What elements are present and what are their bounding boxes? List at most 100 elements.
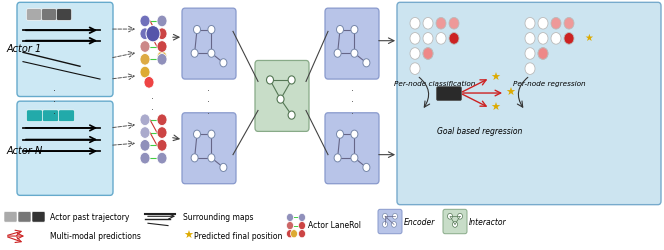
Circle shape [410,63,420,74]
Circle shape [157,127,167,138]
Circle shape [449,32,459,44]
Text: ·
·
·: · · · [54,86,56,119]
Circle shape [140,28,150,40]
Circle shape [193,26,201,34]
Circle shape [423,48,433,59]
Circle shape [291,230,297,238]
Circle shape [538,18,548,29]
FancyBboxPatch shape [325,113,379,184]
Circle shape [140,140,150,151]
Text: Encoder: Encoder [404,218,436,226]
Circle shape [288,111,295,119]
FancyBboxPatch shape [182,8,236,79]
Circle shape [363,59,370,67]
Text: ★: ★ [505,88,515,98]
FancyBboxPatch shape [32,212,45,222]
Circle shape [538,48,548,59]
Circle shape [220,59,227,67]
Circle shape [564,18,574,29]
Circle shape [382,213,388,219]
Text: ·
·
·: · · · [151,82,155,116]
Text: Multi-modal predictions: Multi-modal predictions [50,232,141,240]
Circle shape [525,63,535,74]
Text: ★: ★ [183,231,193,241]
Circle shape [452,222,457,227]
Circle shape [538,48,548,59]
Circle shape [363,163,370,172]
Circle shape [410,48,420,59]
Circle shape [392,213,398,219]
FancyBboxPatch shape [436,87,461,101]
Text: ·
·
·: · · · [351,86,353,119]
Circle shape [382,222,388,227]
Circle shape [157,28,167,40]
Circle shape [208,49,215,57]
Circle shape [286,222,293,230]
Circle shape [392,222,396,227]
Circle shape [193,130,201,138]
Circle shape [157,152,167,164]
Circle shape [410,18,420,29]
Circle shape [140,127,150,138]
Circle shape [337,130,343,138]
FancyBboxPatch shape [378,209,402,234]
Circle shape [410,32,420,44]
Text: Interactor: Interactor [469,218,507,226]
Text: ★: ★ [490,103,500,113]
Circle shape [208,154,215,162]
Text: ★: ★ [490,73,500,83]
Circle shape [157,54,167,65]
FancyBboxPatch shape [56,9,72,20]
Circle shape [436,18,446,29]
Circle shape [140,15,150,27]
Text: Actor N: Actor N [7,146,43,156]
FancyBboxPatch shape [58,110,74,122]
Circle shape [208,26,215,34]
Circle shape [286,230,293,238]
Circle shape [266,76,274,84]
Circle shape [449,18,459,29]
Text: ·
·
·: · · · [207,86,210,119]
FancyBboxPatch shape [443,209,467,234]
Circle shape [208,130,215,138]
FancyBboxPatch shape [325,8,379,79]
Circle shape [423,32,433,44]
Circle shape [140,41,150,52]
Circle shape [525,48,535,59]
Circle shape [334,154,341,162]
Circle shape [288,76,295,84]
Circle shape [436,32,446,44]
FancyBboxPatch shape [42,110,58,122]
Circle shape [525,32,535,44]
Circle shape [299,222,305,230]
Circle shape [351,49,358,57]
Circle shape [423,18,433,29]
Circle shape [277,95,284,103]
Circle shape [144,76,154,88]
Circle shape [140,66,150,78]
Circle shape [551,18,561,29]
Circle shape [157,51,167,63]
Circle shape [448,213,452,219]
FancyBboxPatch shape [255,60,309,132]
Circle shape [351,154,358,162]
Circle shape [286,213,293,222]
FancyBboxPatch shape [27,9,41,20]
Circle shape [157,41,167,52]
Circle shape [525,18,535,29]
FancyBboxPatch shape [397,2,661,205]
FancyBboxPatch shape [27,110,42,122]
Text: ★: ★ [584,33,593,43]
FancyBboxPatch shape [41,9,56,20]
Circle shape [538,32,548,44]
Circle shape [551,32,561,44]
Circle shape [157,140,167,151]
Text: Per-node classification: Per-node classification [394,81,475,87]
Circle shape [337,26,343,34]
Circle shape [157,15,167,27]
FancyBboxPatch shape [18,212,31,222]
Circle shape [299,230,305,238]
Circle shape [299,213,305,222]
Circle shape [220,163,227,172]
FancyBboxPatch shape [4,212,17,222]
